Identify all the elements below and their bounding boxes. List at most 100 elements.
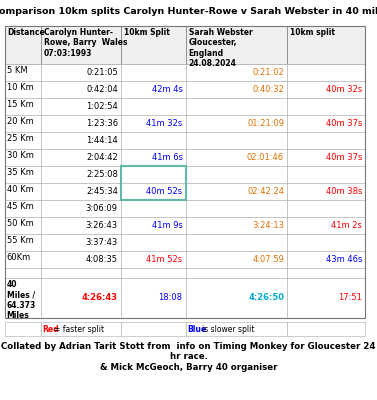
- Bar: [5, 149, 41, 166]
- Text: 42m 4s: 42m 4s: [152, 85, 182, 94]
- Bar: [5, 200, 41, 217]
- Bar: [287, 278, 365, 318]
- Text: 30 Km: 30 Km: [6, 151, 34, 160]
- Bar: [41, 251, 121, 268]
- Bar: [121, 234, 185, 251]
- Text: 20 Km: 20 Km: [6, 117, 33, 126]
- Text: is slower split: is slower split: [202, 324, 254, 334]
- Bar: [5, 234, 41, 251]
- Text: 3:24:13: 3:24:13: [252, 221, 284, 230]
- Text: 2:04:42: 2:04:42: [86, 153, 118, 162]
- Text: Comparison 10km splits Carolyn Hunter-Rowe v Sarah Webster in 40 mile: Comparison 10km splits Carolyn Hunter-Ro…: [0, 7, 377, 16]
- Bar: [41, 81, 121, 98]
- Bar: [41, 234, 121, 251]
- Bar: [287, 166, 365, 183]
- Text: 41m 32s: 41m 32s: [146, 119, 182, 128]
- Text: 41m 52s: 41m 52s: [146, 255, 182, 264]
- Bar: [185, 64, 287, 81]
- Bar: [185, 166, 287, 183]
- Bar: [185, 200, 287, 217]
- Text: = faster split: = faster split: [54, 324, 104, 334]
- Bar: [41, 115, 121, 132]
- Bar: [185, 278, 287, 318]
- Text: 2:45:34: 2:45:34: [86, 187, 118, 196]
- Bar: [121, 132, 185, 149]
- Bar: [5, 64, 41, 81]
- Bar: [185, 183, 287, 200]
- Bar: [185, 251, 287, 268]
- Bar: [287, 115, 365, 132]
- Text: 2:25:08: 2:25:08: [86, 170, 118, 179]
- Bar: [41, 132, 121, 149]
- Bar: [287, 217, 365, 234]
- Text: 01:21:09: 01:21:09: [247, 119, 284, 128]
- Bar: [41, 26, 121, 64]
- Text: 45 Km: 45 Km: [6, 202, 33, 211]
- Bar: [41, 64, 121, 81]
- Text: 0:21:02: 0:21:02: [252, 68, 284, 77]
- Text: 5 KM: 5 KM: [6, 66, 27, 75]
- Bar: [287, 268, 365, 278]
- Text: 0:42:04: 0:42:04: [86, 85, 118, 94]
- Bar: [185, 217, 287, 234]
- Bar: [287, 149, 365, 166]
- Bar: [185, 81, 287, 98]
- Text: 55 Km: 55 Km: [6, 236, 33, 245]
- Bar: [121, 98, 185, 115]
- Text: 4:08:35: 4:08:35: [86, 255, 118, 264]
- Bar: [287, 183, 365, 200]
- Bar: [41, 166, 121, 183]
- Text: Collated by Adrian Tarit Stott from  info on Timing Monkey for Gloucester 24
hr : Collated by Adrian Tarit Stott from info…: [1, 342, 376, 372]
- Bar: [41, 278, 121, 318]
- Bar: [5, 183, 41, 200]
- Bar: [287, 322, 365, 336]
- Bar: [185, 149, 287, 166]
- Text: 10 Km: 10 Km: [6, 83, 33, 92]
- Text: 10km split: 10km split: [290, 28, 335, 37]
- Bar: [121, 149, 185, 166]
- Text: Distance: Distance: [8, 28, 45, 37]
- Text: 4:26:43: 4:26:43: [82, 294, 118, 302]
- Bar: [121, 166, 185, 183]
- Bar: [121, 278, 185, 318]
- Text: Red: Red: [43, 324, 59, 334]
- Bar: [287, 81, 365, 98]
- Bar: [5, 98, 41, 115]
- Bar: [121, 251, 185, 268]
- Text: 0:40:32: 0:40:32: [252, 85, 284, 94]
- Bar: [41, 200, 121, 217]
- Text: 3:06:09: 3:06:09: [86, 204, 118, 213]
- Bar: [121, 183, 185, 200]
- Bar: [287, 234, 365, 251]
- Bar: [41, 149, 121, 166]
- Text: 0:21:05: 0:21:05: [86, 68, 118, 77]
- Bar: [185, 26, 287, 64]
- Text: 3:37:43: 3:37:43: [86, 238, 118, 247]
- Text: Carolyn Hunter-
Rowe, Barry  Wales
07:03:1993: Carolyn Hunter- Rowe, Barry Wales 07:03:…: [44, 28, 127, 58]
- Bar: [41, 98, 121, 115]
- Text: 43m 46s: 43m 46s: [326, 255, 362, 264]
- Bar: [287, 251, 365, 268]
- Text: 40m 37s: 40m 37s: [326, 153, 362, 162]
- Text: 3:26:43: 3:26:43: [86, 221, 118, 230]
- Bar: [121, 217, 185, 234]
- Bar: [5, 268, 41, 278]
- Bar: [287, 98, 365, 115]
- Text: 1:02:54: 1:02:54: [86, 102, 118, 111]
- Text: 60Km: 60Km: [6, 253, 31, 262]
- Bar: [287, 26, 365, 64]
- Bar: [121, 166, 185, 200]
- Text: 40m 37s: 40m 37s: [326, 119, 362, 128]
- Bar: [41, 322, 121, 336]
- Text: 41m 6s: 41m 6s: [152, 153, 182, 162]
- Text: 15 Km: 15 Km: [6, 100, 33, 109]
- Text: 02:01:46: 02:01:46: [247, 153, 284, 162]
- Bar: [121, 26, 185, 64]
- Bar: [287, 64, 365, 81]
- Text: 17:51: 17:51: [338, 294, 362, 302]
- Bar: [185, 268, 287, 278]
- Bar: [5, 251, 41, 268]
- Text: 1:44:14: 1:44:14: [86, 136, 118, 145]
- Bar: [41, 268, 121, 278]
- Text: Blue: Blue: [187, 324, 207, 334]
